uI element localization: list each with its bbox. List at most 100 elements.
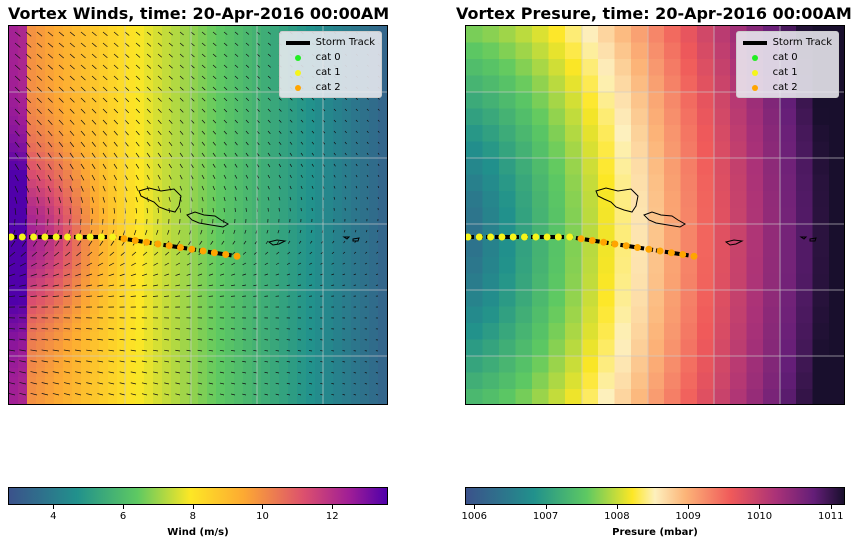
heatmap-cell [81, 296, 91, 306]
heatmap-cell [763, 306, 780, 324]
heatmap-cell [565, 26, 582, 43]
heatmap-cell [351, 107, 361, 117]
heatmap-cell [261, 287, 271, 297]
wind-arrow [47, 196, 51, 204]
wind-arrow [267, 174, 271, 179]
wind-arrow [119, 382, 126, 385]
heatmap-cell [189, 224, 199, 234]
heatmap-cell [225, 206, 235, 216]
heatmap-cell [153, 350, 163, 360]
heatmap-cell [162, 134, 172, 144]
heatmap-cell [306, 233, 316, 243]
heatmap-cell [779, 125, 797, 142]
wind-arrow [135, 108, 140, 114]
heatmap-cell [324, 206, 334, 216]
heatmap-cell [482, 92, 500, 109]
heatmap-cell [647, 191, 665, 208]
heatmap-cell [532, 273, 549, 291]
heatmap-cell [171, 143, 181, 153]
heatmap-cell [9, 35, 19, 45]
wind-arrow [157, 174, 161, 180]
wind-arrow [264, 393, 269, 396]
wind-arrow [102, 130, 108, 136]
heatmap-cell [360, 107, 370, 117]
heatmap-cell [144, 323, 154, 333]
wind-arrow [212, 152, 216, 157]
wind-arrow [130, 284, 137, 287]
wind-arrow [74, 284, 82, 287]
wind-arrow [52, 360, 60, 363]
heatmap-cell [108, 350, 118, 360]
heatmap-cell [631, 92, 648, 109]
wind-arrow [223, 152, 227, 157]
wind-arrow [19, 262, 27, 267]
heatmap-cell [270, 296, 280, 306]
heatmap-cell [216, 377, 226, 387]
heatmap-cell [108, 395, 118, 404]
heatmap-cell [99, 215, 109, 225]
wind-arrow [41, 360, 49, 363]
heatmap-cell [378, 323, 387, 333]
storm-track-point [611, 240, 619, 248]
heatmap-cell [598, 356, 615, 373]
wind-arrow [231, 393, 236, 396]
heatmap-cell [315, 359, 325, 369]
heatmap-cell [81, 44, 91, 54]
wind-arrow [102, 185, 106, 192]
wind-arrow [164, 393, 170, 396]
heatmap-cell [90, 251, 100, 261]
heatmap-cell [351, 206, 361, 216]
wind-arrow [74, 338, 82, 341]
wind-arrow [286, 262, 291, 265]
heatmap-cell [315, 233, 325, 243]
wind-arrow [69, 152, 74, 159]
heatmap-cell [614, 257, 632, 274]
island-small-2 [809, 237, 817, 242]
heatmap-cell [27, 116, 37, 126]
heatmap-cell [288, 224, 298, 234]
heatmap-cell [99, 287, 109, 297]
heatmap-cell [243, 368, 253, 378]
wind-arrow [157, 196, 160, 202]
wind-arrow [124, 42, 130, 47]
heatmap-cell [499, 92, 516, 109]
wind-arrow [366, 119, 369, 122]
heatmap-cell [270, 161, 280, 171]
heatmap-cell [369, 188, 379, 198]
heatmap-cell [680, 191, 698, 208]
storm-track-point [588, 237, 596, 244]
wind-arrow [267, 185, 270, 190]
heatmap-cell [171, 107, 181, 117]
heatmap-cell [9, 269, 19, 279]
heatmap-cell [18, 134, 28, 144]
heatmap-cell [126, 251, 136, 261]
wind-arrow [69, 31, 75, 37]
heatmap-cell [565, 125, 582, 142]
heatmap-cell [27, 251, 37, 261]
heatmap-cell [581, 42, 599, 60]
heatmap-cell [680, 339, 698, 357]
heatmap-cell [270, 116, 280, 126]
heatmap-cell [171, 260, 181, 270]
storm-track-point [131, 237, 139, 244]
heatmap-cell [270, 62, 280, 72]
heatmap-cell [189, 287, 199, 297]
heatmap-cell [378, 161, 387, 171]
heatmap-cell [81, 26, 91, 36]
heatmap-cell [279, 377, 289, 387]
heatmap-cell [631, 125, 648, 142]
wind-arrow [253, 360, 258, 363]
wind-arrow [130, 295, 137, 297]
wind-arrow [355, 119, 358, 123]
heatmap-cell [243, 323, 253, 333]
wind-arrow [91, 108, 97, 114]
wind-arrow [300, 130, 304, 134]
wind-arrow [278, 185, 281, 190]
wind-arrow [63, 382, 71, 385]
legend-storm-track: Storm Track [285, 35, 375, 50]
heatmap-cell [664, 108, 681, 126]
heatmap-cell [369, 269, 379, 279]
wind-arrow [344, 185, 347, 189]
wind-arrow [289, 108, 293, 112]
heatmap-cell [9, 242, 19, 252]
